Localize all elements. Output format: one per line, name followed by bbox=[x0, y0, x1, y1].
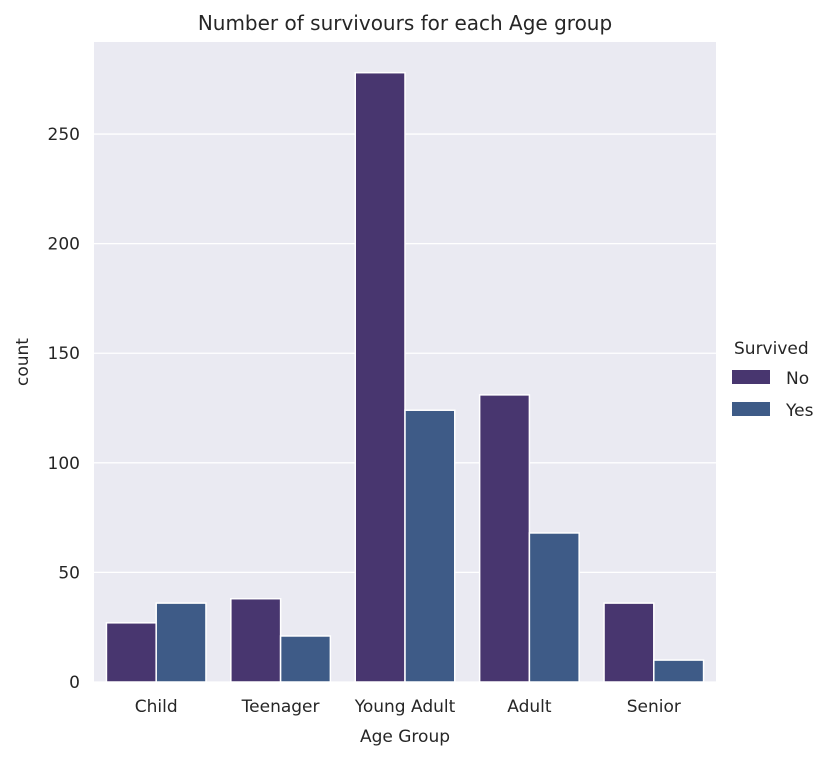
legend-swatch-yes bbox=[732, 402, 770, 416]
bar-young-adult-yes bbox=[404, 409, 456, 683]
x-tick-label: Senior bbox=[627, 697, 681, 717]
x-tick-label: Child bbox=[135, 697, 178, 717]
bar-teenager-no bbox=[230, 597, 282, 683]
x-tick-label: Young Adult bbox=[354, 697, 456, 717]
y-tick-label: 50 bbox=[58, 563, 80, 583]
chart-title: Number of survivours for each Age group bbox=[198, 11, 612, 35]
bar-adult-yes bbox=[528, 532, 580, 683]
bar-senior-no bbox=[603, 602, 655, 683]
legend-label-no: No bbox=[786, 369, 809, 389]
bar-child-yes bbox=[155, 602, 207, 683]
legend-title: Survived bbox=[734, 339, 809, 359]
legend-swatch-no bbox=[732, 370, 770, 384]
y-tick-label: 150 bbox=[48, 344, 80, 364]
x-ticks: Child Teenager Young Adult Adult Senior bbox=[135, 697, 681, 717]
bar-teenager-yes bbox=[279, 635, 332, 683]
x-tick-label: Adult bbox=[507, 697, 552, 717]
legend: Survived No Yes bbox=[732, 339, 814, 421]
x-tick-label: Teenager bbox=[241, 697, 320, 717]
y-tick-label: 200 bbox=[48, 235, 80, 255]
y-tick-label: 100 bbox=[48, 454, 80, 474]
x-axis-label: Age Group bbox=[360, 727, 450, 747]
bar-senior-yes bbox=[653, 659, 705, 683]
y-axis-label: count bbox=[13, 338, 33, 386]
y-tick-label: 0 bbox=[69, 673, 80, 693]
bars bbox=[105, 71, 705, 683]
bar-adult-no bbox=[478, 394, 531, 683]
bar-child-no bbox=[105, 622, 157, 683]
y-tick-label: 250 bbox=[48, 125, 80, 145]
y-ticks: 0 50 100 150 200 250 bbox=[48, 125, 80, 693]
legend-label-yes: Yes bbox=[785, 401, 814, 421]
bar-young-adult-no bbox=[354, 71, 406, 683]
